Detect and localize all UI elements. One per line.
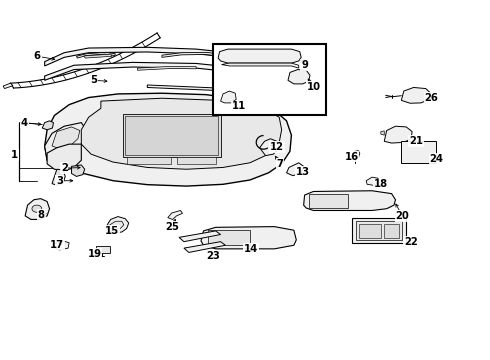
Polygon shape [221,63,299,68]
Bar [309,194,347,208]
Polygon shape [304,191,395,211]
Bar [384,224,399,238]
Text: 11: 11 [232,102,246,112]
Text: 6: 6 [34,51,41,61]
Polygon shape [84,54,112,58]
Polygon shape [184,242,225,252]
Text: 1: 1 [11,150,18,160]
Text: 4: 4 [21,118,28,128]
Text: 16: 16 [344,152,359,162]
Bar [125,116,218,155]
Polygon shape [106,217,129,233]
Text: 14: 14 [244,244,258,254]
Polygon shape [288,69,310,84]
Text: 20: 20 [395,211,409,221]
Text: 26: 26 [425,93,439,103]
Bar [208,230,250,245]
Polygon shape [287,163,304,176]
Bar [127,157,171,164]
Polygon shape [3,83,13,89]
Polygon shape [25,199,49,220]
Bar [359,224,381,238]
Circle shape [32,205,42,212]
Polygon shape [45,62,279,80]
Bar [123,114,220,157]
Bar [97,246,110,253]
Bar [213,44,326,116]
Polygon shape [138,66,196,70]
Polygon shape [42,121,53,130]
Text: 5: 5 [90,75,97,85]
Text: 13: 13 [295,167,310,177]
Text: 21: 21 [409,136,423,146]
Polygon shape [381,131,384,135]
Polygon shape [179,231,220,242]
Bar [352,218,406,243]
Polygon shape [218,49,301,63]
Text: 3: 3 [56,176,63,186]
Polygon shape [366,177,379,185]
Text: 23: 23 [206,251,220,261]
Text: 19: 19 [88,248,101,258]
Text: 2: 2 [61,163,68,173]
Bar [176,157,216,164]
Polygon shape [384,126,412,143]
Polygon shape [52,127,80,148]
Text: 1: 1 [11,150,18,160]
Polygon shape [45,123,86,160]
Polygon shape [352,150,360,158]
Polygon shape [201,226,296,249]
Text: 9: 9 [301,60,308,70]
Polygon shape [45,93,292,186]
Text: 8: 8 [38,210,45,220]
Text: 18: 18 [374,179,388,189]
Text: 25: 25 [166,222,180,231]
Polygon shape [220,91,236,103]
Polygon shape [52,169,65,185]
Text: 15: 15 [105,226,119,236]
Polygon shape [401,87,431,103]
Bar [356,221,402,240]
Polygon shape [147,85,274,96]
Text: 10: 10 [306,82,320,92]
Bar [401,141,436,163]
Polygon shape [260,139,279,156]
Polygon shape [76,52,116,58]
Polygon shape [72,165,85,176]
Polygon shape [162,52,225,57]
Polygon shape [47,144,81,171]
Text: 17: 17 [50,239,64,249]
Text: 12: 12 [270,142,284,152]
Text: 22: 22 [404,237,418,247]
Text: 24: 24 [430,154,443,164]
Text: 7: 7 [277,159,284,169]
Polygon shape [81,98,282,169]
Polygon shape [108,221,124,229]
Polygon shape [45,47,279,66]
Polygon shape [53,241,69,250]
Polygon shape [168,211,182,220]
